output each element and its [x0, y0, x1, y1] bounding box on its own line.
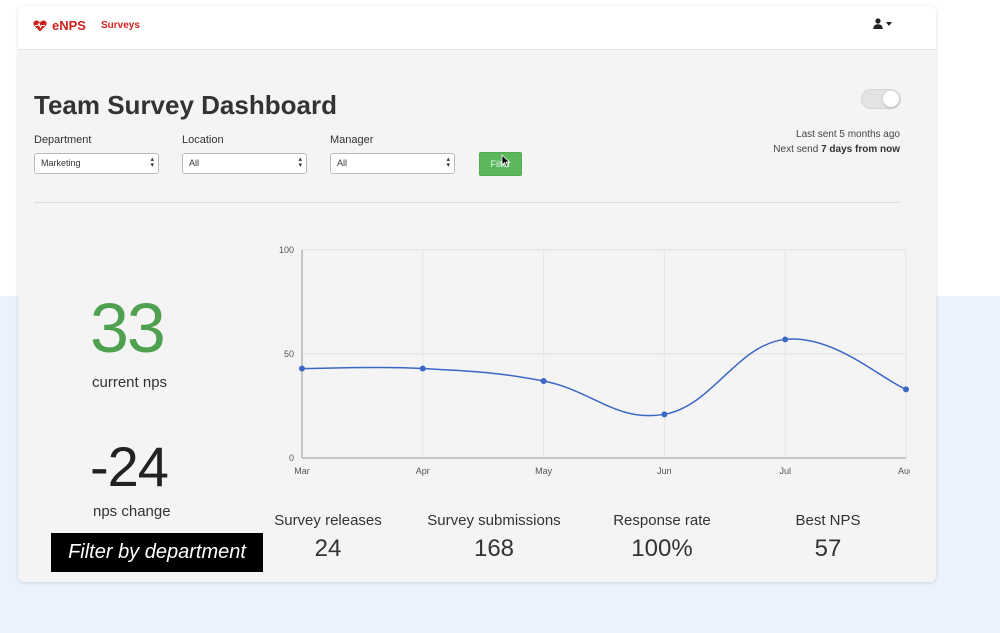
user-icon — [873, 18, 883, 29]
x-tick-label: Aug — [898, 466, 910, 476]
page-title: Team Survey Dashboard — [34, 90, 337, 120]
select-arrows-icon: ▴ ▾ — [446, 156, 450, 169]
stat-label: Response rate — [613, 512, 711, 529]
heart-pulse-icon — [33, 19, 47, 31]
select-arrows-icon: ▴ ▾ — [150, 156, 154, 169]
caret-down-icon — [886, 22, 892, 26]
toggle-switch[interactable] — [861, 89, 901, 109]
nps-change-value: -24 — [90, 435, 169, 498]
stat-label: Survey submissions — [427, 512, 561, 529]
y-tick-label: 50 — [284, 349, 294, 359]
navbar: eNPS Surveys — [18, 6, 936, 50]
data-point — [903, 386, 909, 393]
data-point — [661, 411, 668, 418]
x-tick-label: Mar — [294, 466, 310, 476]
x-tick-label: Jul — [779, 466, 791, 476]
stat-label: Survey releases — [274, 512, 382, 529]
location-select-value: All — [189, 158, 200, 168]
next-send-value: 7 days from now — [821, 144, 900, 155]
manager-select-value: All — [337, 158, 348, 168]
y-tick-label: 0 — [289, 453, 294, 463]
stat-value: 57 — [814, 535, 842, 562]
department-select-value: Marketing — [41, 158, 81, 168]
stat-survey-submissions: Survey submissions 168 — [420, 512, 568, 563]
stat-label: Best NPS — [795, 512, 861, 529]
data-point — [782, 336, 789, 343]
select-arrows-icon: ▴ ▾ — [298, 156, 302, 169]
nav-link-surveys[interactable]: Surveys — [101, 20, 140, 31]
stat-response-rate: Response rate 100% — [604, 512, 720, 563]
manager-select[interactable]: All ▴ ▾ — [330, 153, 455, 174]
stat-best-nps: Best NPS 57 — [778, 512, 878, 563]
divider — [34, 202, 900, 203]
stat-value: 100% — [631, 535, 693, 562]
data-point — [419, 365, 426, 372]
manager-label: Manager — [330, 134, 374, 146]
stat-survey-releases: Survey releases 24 — [270, 512, 386, 563]
nps-change-label: nps change — [93, 503, 171, 520]
department-select[interactable]: Marketing ▴ ▾ — [34, 153, 159, 174]
current-nps-label: current nps — [92, 374, 168, 391]
x-tick-label: Apr — [416, 466, 430, 476]
user-menu[interactable] — [873, 18, 892, 29]
y-tick-label: 100 — [279, 245, 294, 255]
filter-button[interactable]: Filter — [479, 152, 522, 176]
x-tick-label: Jun — [657, 466, 672, 476]
caption-overlay: Filter by department — [51, 533, 263, 572]
department-label: Department — [34, 134, 92, 146]
stat-value: 168 — [473, 535, 515, 562]
x-tick-label: May — [535, 466, 553, 476]
dashboard-card: eNPS Surveys Team Survey Dashboard Depar… — [18, 6, 936, 582]
brand-name: eNPS — [52, 18, 86, 33]
series-line — [301, 338, 907, 417]
location-label: Location — [182, 134, 224, 146]
toggle-knob — [883, 91, 899, 107]
nps-line-chart: 0 50 100 Mar Apr May Jun Jul Aug — [279, 245, 910, 476]
stat-value: 24 — [314, 535, 342, 562]
brand[interactable]: eNPS — [33, 18, 86, 33]
data-point — [299, 365, 305, 372]
location-select[interactable]: All ▴ ▾ — [182, 153, 307, 174]
mouse-cursor-icon — [501, 154, 511, 168]
next-send-text: Next send 7 days from now — [773, 144, 900, 155]
current-nps-value: 33 — [90, 289, 166, 367]
last-sent-text: Last sent 5 months ago — [796, 129, 900, 140]
data-point — [540, 378, 547, 385]
next-send-prefix: Next send — [773, 144, 822, 155]
